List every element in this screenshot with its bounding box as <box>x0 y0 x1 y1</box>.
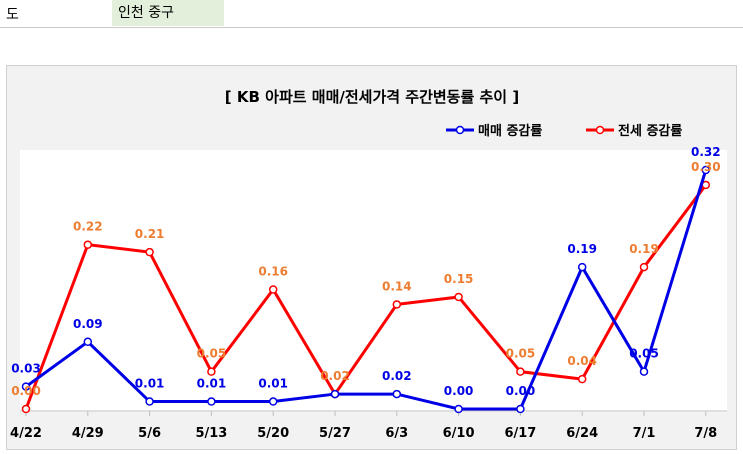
data-point[interactable] <box>268 397 278 406</box>
chart-title: [ KB 아파트 매매/전세가격 주간변동률 추이 ] <box>225 88 519 106</box>
legend-marker <box>595 125 605 135</box>
series-line-sale <box>25 169 708 411</box>
legend: 매매 증감률 전세 증감률 <box>446 123 682 139</box>
data-label: 0.02 <box>382 369 412 383</box>
data-point[interactable] <box>392 300 402 309</box>
x-tick-label: 6/3 <box>385 426 408 441</box>
data-label: 0.05 <box>197 347 227 361</box>
x-tick-label: 6/17 <box>504 426 536 441</box>
data-point[interactable] <box>454 404 463 414</box>
data-label: 0.01 <box>258 377 288 391</box>
data-label: 0.16 <box>258 265 288 279</box>
data-label: 0.00 <box>444 384 474 398</box>
data-point[interactable] <box>21 404 31 414</box>
data-label: 0.21 <box>135 227 165 241</box>
data-label: 0.03 <box>11 362 41 376</box>
region-value-cell[interactable]: 인천 중구 <box>112 0 224 26</box>
data-point[interactable] <box>639 262 649 272</box>
legend-label: 전세 증감률 <box>618 123 682 139</box>
data-label: 0.01 <box>197 377 227 391</box>
legend-label: 매매 증감률 <box>478 124 542 139</box>
legend-marker <box>455 125 465 135</box>
series-line-jeonse <box>24 184 707 410</box>
data-point[interactable] <box>83 240 93 249</box>
data-labels: 0.03 0.09 0.01 0.01 0.01 0.02 0.00 0.00 0.19 0.05… <box>11 145 720 398</box>
data-label: 0.30 <box>691 160 721 174</box>
data-label: 0.00 <box>506 384 536 398</box>
data-label: 0.00 <box>11 384 41 398</box>
data-label: 0.05 <box>629 347 659 361</box>
data-point[interactable] <box>268 285 278 294</box>
x-tick-label: 6/24 <box>566 426 598 441</box>
data-point[interactable] <box>21 382 31 391</box>
data-point[interactable] <box>392 389 402 399</box>
data-point[interactable] <box>330 389 340 399</box>
data-point[interactable] <box>83 337 93 347</box>
x-tick-label: 6/10 <box>443 426 475 441</box>
data-point[interactable] <box>207 367 216 376</box>
x-tick-label: 5/20 <box>257 426 289 441</box>
data-label: 0.22 <box>73 220 103 234</box>
data-point[interactable] <box>516 367 525 376</box>
data-label: 0.14 <box>382 279 412 293</box>
data-label: 0.01 <box>135 377 165 391</box>
data-point[interactable] <box>454 292 463 302</box>
data-point[interactable] <box>577 374 587 384</box>
data-point[interactable] <box>639 367 649 376</box>
x-tick-label: 5/13 <box>195 426 227 441</box>
region-label-cell[interactable]: 도 <box>6 7 19 23</box>
data-point[interactable] <box>207 397 216 406</box>
x-tick-label: 7/1 <box>633 426 656 441</box>
x-tick-label: 5/27 <box>319 426 351 441</box>
data-label: 0.15 <box>444 272 474 286</box>
data-point[interactable] <box>145 247 154 257</box>
x-tick-label: 5/6 <box>138 426 161 441</box>
plot-area <box>20 150 727 412</box>
series-layer <box>21 165 711 414</box>
x-tick-label: 4/29 <box>72 426 104 441</box>
data-label: 0.32 <box>691 145 721 159</box>
data-label: 0.05 <box>506 347 536 361</box>
x-tick-label: 7/8 <box>694 426 717 441</box>
sheet-header-row: 도 인천 중구 <box>0 0 743 28</box>
data-point[interactable] <box>145 397 154 406</box>
data-point[interactable] <box>577 262 587 272</box>
data-label: 0.19 <box>567 242 597 256</box>
x-tick-label: 4/22 <box>10 426 42 441</box>
data-label: 0.04 <box>567 354 597 368</box>
data-label: 0.19 <box>629 242 659 256</box>
data-label: 0.02 <box>320 369 350 383</box>
x-axis: 4/22 4/29 5/6 5/13 5/20 5/27 6/3 6/10 6/17 6/24 7/… <box>10 410 727 441</box>
data-point[interactable] <box>516 404 525 414</box>
data-point[interactable] <box>701 165 711 175</box>
data-label: 0.09 <box>73 317 103 331</box>
